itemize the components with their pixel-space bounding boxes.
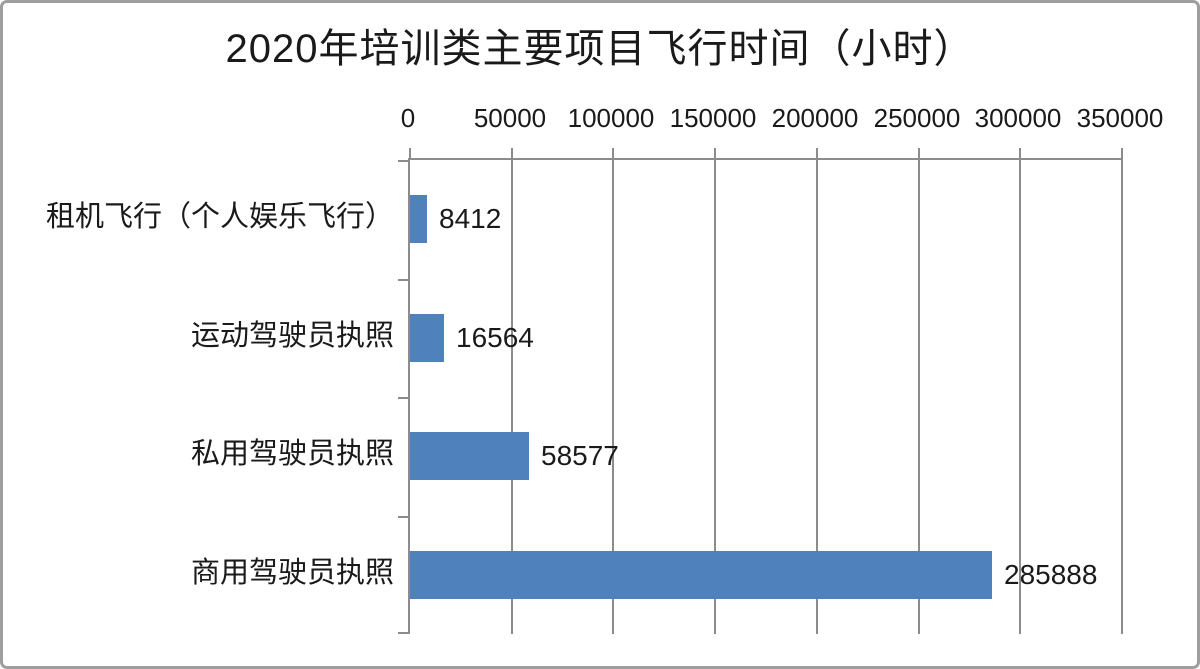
- bar-value-label: 285888: [1004, 559, 1098, 590]
- gridline: [1019, 160, 1021, 634]
- category-label: 私用驾驶员执照: [190, 438, 394, 470]
- y-axis-tick: [398, 279, 408, 281]
- x-axis-tick: [612, 148, 614, 160]
- gridline: [511, 160, 513, 634]
- bar-value-label: 58577: [541, 440, 619, 471]
- bar: [410, 551, 992, 599]
- x-axis-tick-label: 50000: [473, 103, 547, 133]
- x-axis-tick-label: 250000: [873, 103, 961, 133]
- plot-area: 8412 16564 58577 285888: [398, 148, 1123, 634]
- x-axis-tick-label: 0: [400, 103, 416, 133]
- x-axis-tick-label: 300000: [974, 103, 1062, 133]
- gridline: [612, 160, 614, 634]
- gridline: [918, 160, 920, 634]
- x-axis-tick-label: 150000: [669, 103, 757, 133]
- x-axis-tick: [816, 148, 818, 160]
- x-axis-tick-label: 200000: [771, 103, 859, 133]
- chart-title: 2020年培训类主要项目飞行时间（小时）: [225, 27, 975, 71]
- y-axis-tick: [398, 632, 408, 634]
- category-label: 商用驾驶员执照: [190, 557, 394, 589]
- x-axis-tick: [918, 148, 920, 160]
- bar: [410, 314, 444, 362]
- bar-value-label: 8412: [439, 203, 502, 234]
- x-axis-tick: [1019, 148, 1021, 160]
- y-axis-tick: [398, 397, 408, 399]
- x-axis-tick: [714, 148, 716, 160]
- category-label: 租机飞行（个人娱乐飞行）: [45, 201, 394, 233]
- x-axis-tick-label: 350000: [1076, 103, 1164, 133]
- y-axis-tick: [398, 516, 408, 518]
- x-axis-tick: [409, 148, 411, 160]
- gridline: [714, 160, 716, 634]
- bar: [410, 195, 427, 243]
- gridline: [1121, 160, 1123, 634]
- x-axis-tick-label: 100000: [567, 103, 655, 133]
- bar-value-label: 16564: [456, 322, 534, 353]
- x-axis-tick: [1121, 148, 1123, 160]
- gridline: [816, 160, 818, 634]
- y-axis-tick: [398, 160, 408, 162]
- bar: [410, 432, 529, 480]
- category-label: 运动驾驶员执照: [190, 320, 394, 352]
- x-axis-tick: [511, 148, 513, 160]
